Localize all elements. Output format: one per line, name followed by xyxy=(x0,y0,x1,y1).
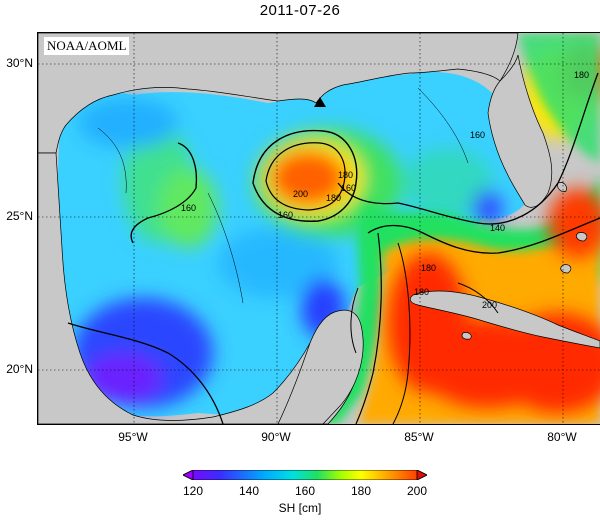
contour-label: 180 xyxy=(338,170,353,180)
contour-label: 180 xyxy=(574,70,589,80)
contour-label: 200 xyxy=(482,300,497,310)
contour-label: 180 xyxy=(414,287,429,297)
lon-label-95w: 95°W xyxy=(118,430,148,444)
lon-label-90w: 90°W xyxy=(261,430,291,444)
ocean-field xyxy=(57,33,600,424)
lat-label-20n: 20°N xyxy=(6,362,33,376)
contour-label: 160 xyxy=(470,130,485,140)
map-plot: 180 200 180 160 160 160 180 180 200 140 … xyxy=(37,32,600,425)
credit-label: NOAA/AOML xyxy=(44,37,130,55)
triangle-marker-icon xyxy=(314,97,326,107)
colorbar-tick: 200 xyxy=(406,484,428,498)
contour-label: 160 xyxy=(341,183,356,193)
contour-label: 180 xyxy=(326,193,341,203)
contour-label: 180 xyxy=(421,263,436,273)
contour-label: 200 xyxy=(293,189,308,199)
contour-label: 140 xyxy=(490,223,505,233)
colorbar-tick: 120 xyxy=(182,484,204,498)
lat-label-25n: 25°N xyxy=(6,209,33,223)
sea-height-map: 180 200 180 160 160 160 180 180 200 140 … xyxy=(38,33,600,424)
map-title: 2011-07-26 xyxy=(259,2,341,19)
lat-label-30n: 30°N xyxy=(6,56,33,70)
lon-label-85w: 85°W xyxy=(404,430,434,444)
coastlines xyxy=(38,33,600,424)
graticule xyxy=(38,33,600,424)
colorbar-tick: 160 xyxy=(294,484,316,498)
colorbar-tick: 140 xyxy=(238,484,260,498)
contour-labels: 180 200 180 160 160 160 180 180 200 140 … xyxy=(181,70,589,310)
contour-lines xyxy=(67,72,600,424)
colorbar xyxy=(183,470,427,480)
lon-label-80w: 80°W xyxy=(547,430,577,444)
colorbar-tick: 180 xyxy=(350,484,372,498)
contour-label: 160 xyxy=(181,203,196,213)
contour-label: 160 xyxy=(278,210,293,220)
colorbar-label: SH [cm] xyxy=(278,501,322,515)
